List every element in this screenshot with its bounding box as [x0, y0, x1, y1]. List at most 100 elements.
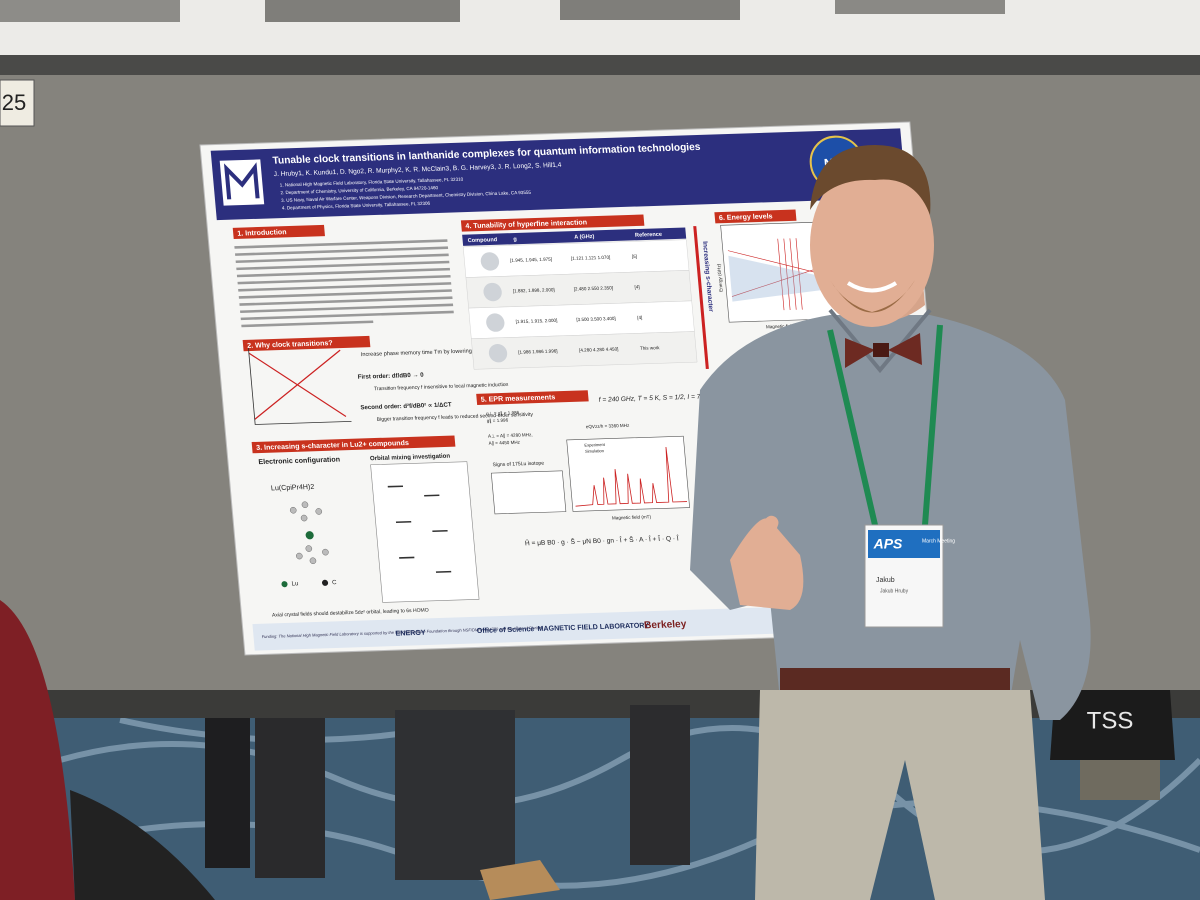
bag-strap: [70, 790, 215, 900]
epr-spectrum: [575, 446, 688, 507]
clock-note: Second order: d²f/dB0² ∝ 1/ΔCT: [360, 401, 452, 411]
bag-text: TSS: [1087, 707, 1134, 734]
table-header: Compound: [468, 237, 498, 244]
table-cell: [1.986 1.986 1.996]: [518, 348, 558, 354]
logo-text: ENERGY: [395, 629, 426, 638]
maglab-logo-mark: [223, 162, 260, 200]
section-bar: [460, 214, 645, 232]
beard: [830, 280, 915, 313]
table-cell: [3.500 3.500 3.400]: [576, 316, 616, 322]
ceiling-panel: [560, 0, 740, 20]
board-number-plate: [0, 79, 35, 127]
section-bar: [242, 335, 371, 352]
clock-diagram: [248, 349, 347, 420]
spectrum-legend: Simulation: [585, 448, 604, 454]
text-line: [238, 282, 452, 292]
badge-first-name: Jakub: [876, 577, 895, 584]
text-line: [236, 260, 450, 271]
text-line: [238, 289, 452, 299]
epr-param: g∥ = 1.996: [486, 418, 508, 424]
text-line: [240, 303, 454, 313]
table-cell: [4]: [634, 284, 640, 289]
compound-image: [488, 344, 508, 363]
spectrum-plot: [566, 435, 690, 512]
epr-param: g⊥ = g∥ = 1.986,: [486, 410, 521, 416]
clock-note: First order: df/dB0 → 0: [357, 372, 424, 381]
text-line: [235, 253, 449, 264]
logo-text: MAGNETIC FIELD LABORATORY: [537, 621, 649, 633]
table-cell: [5]: [632, 254, 638, 259]
axial-note: Axial crystal fields should destabilize …: [272, 608, 429, 619]
epr-param: A∥ = 4450 MHz: [488, 440, 520, 446]
section-heading: 5. EPR measurements: [480, 393, 555, 403]
badge-full-name: Jakub Hruby: [880, 588, 909, 594]
section-heading: 2. Why clock transitions?: [247, 339, 333, 350]
table-cell: [1.945, 1.945, 1.975]: [510, 257, 552, 263]
table-row: [471, 331, 698, 370]
section-heading: 1. Introduction: [237, 228, 287, 238]
belt: [780, 668, 1010, 690]
compound-image: [480, 252, 500, 271]
board-frame: [0, 55, 1200, 77]
background-person: [395, 710, 515, 880]
text-line: [234, 246, 449, 256]
thumb: [755, 515, 779, 555]
text-line: [240, 310, 454, 321]
text-line: [236, 267, 451, 278]
config-label: Orbital mixing investigation: [370, 453, 451, 463]
table-header: g: [513, 237, 518, 243]
ceiling-panel: [265, 0, 460, 22]
config-label: Lu(CpiPr4H)2: [271, 483, 315, 492]
ceiling-panel: [835, 0, 1005, 14]
table-cell: [4]: [637, 315, 643, 320]
isotope-label: Signs of 175Lu isotope: [492, 461, 544, 469]
clock-axes: [248, 347, 352, 425]
background-person: [255, 718, 325, 878]
board-number: 25: [2, 90, 26, 115]
hair: [810, 145, 931, 215]
table-header: Reference: [635, 232, 662, 239]
epr-param: A⊥ = A∥ = 4280 MHz,: [488, 432, 533, 438]
badge-header: [868, 530, 940, 558]
compound-image: [486, 313, 505, 332]
config-label: Electronic configuration: [258, 455, 340, 466]
compound-image: [483, 282, 502, 302]
background-person: [205, 718, 250, 868]
config-label: Lu: [291, 580, 298, 587]
shoe: [480, 860, 560, 900]
clock-note: Bigger transition frequency f leads to r…: [377, 412, 534, 423]
section-bar: [232, 224, 325, 240]
molecule: [289, 501, 329, 564]
bow-tie-knot: [873, 343, 889, 357]
text-line: [237, 274, 451, 285]
ceiling-panel: [0, 0, 180, 22]
logo-text: Berkeley: [644, 619, 688, 631]
legend-dot-lu: [281, 581, 288, 588]
background-shoe: [1080, 760, 1160, 800]
table-cell: [1.915, 1.915, 2.000]: [515, 318, 557, 324]
smile: [846, 281, 898, 293]
s-character-arrow: [693, 226, 709, 369]
table-cell: [1.121 1.121 1.070]: [571, 255, 611, 261]
section-bar: [714, 209, 797, 224]
table-header: A (GHz): [574, 234, 595, 241]
legend-dot-c: [322, 579, 329, 586]
logo-text: Office of Science: [476, 625, 534, 635]
table-cell: This work: [640, 345, 661, 351]
section-heading: 6. Energy levels: [719, 212, 773, 222]
badge-subtitle: March Meeting: [922, 538, 955, 544]
shirt: [690, 315, 1091, 720]
orbital-box: [370, 461, 480, 603]
poster-header: [210, 128, 907, 221]
text-line: [241, 320, 374, 328]
table-cell: [1.882, 1.898, 2.000]: [513, 287, 555, 293]
affiliation: 1. National High Magnetic Field Laborato…: [280, 177, 464, 188]
spectrum-legend: Experiment: [584, 442, 606, 448]
clock-note: Increase phase memory time Tm by lowerin…: [361, 347, 511, 358]
energy-band: [728, 255, 839, 302]
energy-levels: [727, 238, 838, 311]
config-label: C: [332, 579, 338, 586]
spectrum-xlabel: Magnetic field (mT): [612, 514, 652, 520]
